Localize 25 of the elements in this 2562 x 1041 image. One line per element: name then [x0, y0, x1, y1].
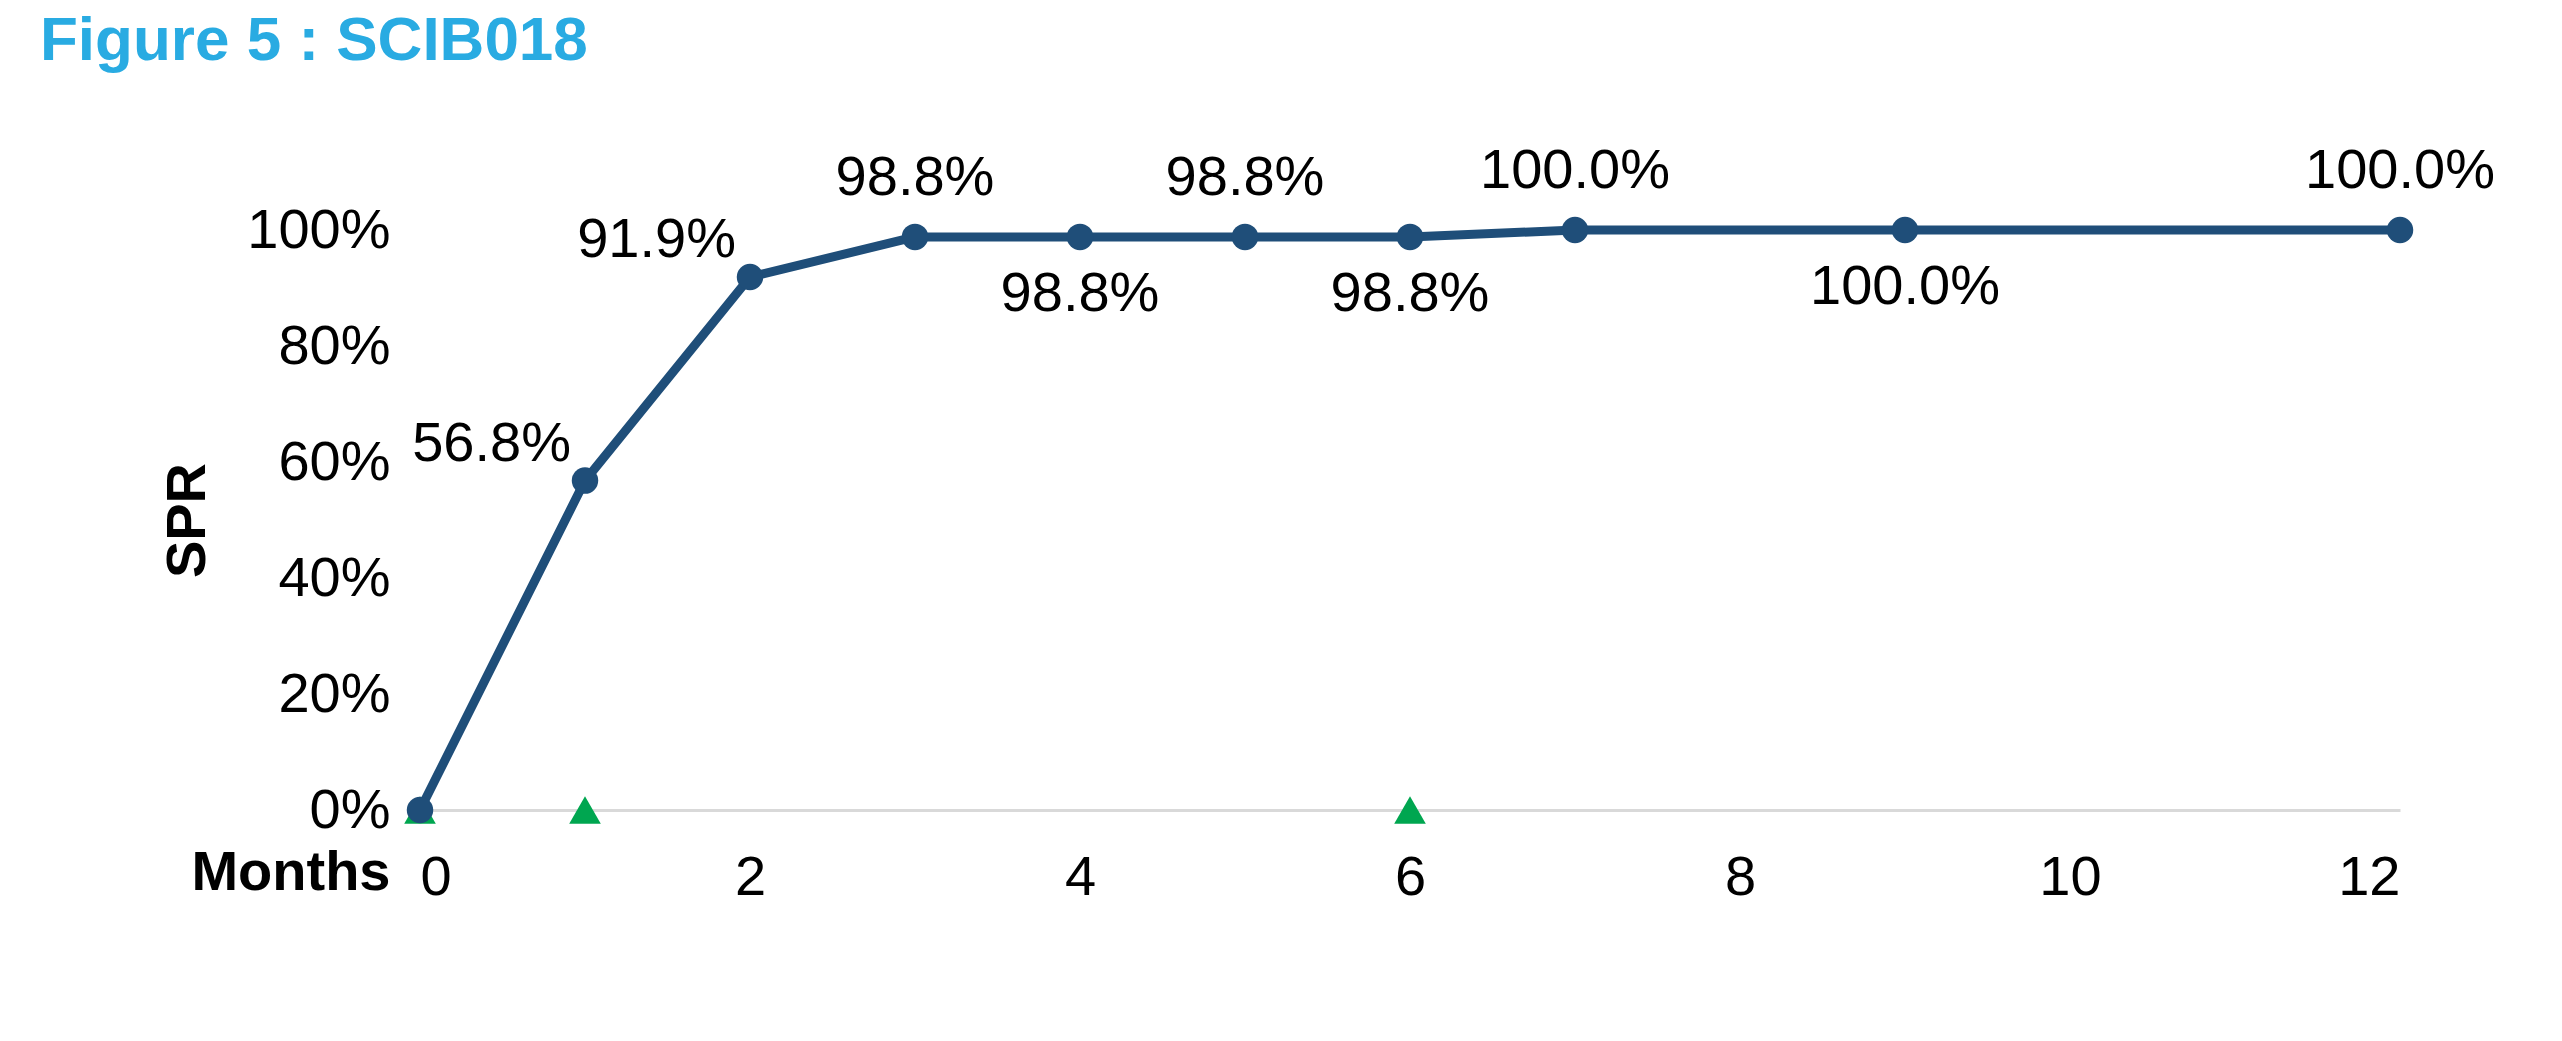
data-label: 98.8% — [1000, 259, 1160, 323]
data-label: 98.8% — [835, 143, 995, 207]
data-label: 98.8% — [1165, 143, 1325, 207]
x-tick-label: 6 — [1394, 843, 1427, 907]
data-label: 100.0% — [2305, 137, 2495, 200]
y-tick-label: 100% — [247, 196, 391, 260]
x-axis-title: Months — [191, 838, 391, 902]
x-tick-label: 12 — [2338, 843, 2401, 907]
y-tick-label: 0% — [309, 776, 391, 840]
y-tick-label: 20% — [278, 660, 391, 724]
y-tick-label: 40% — [278, 544, 391, 608]
data-label: 56.8% — [412, 409, 571, 473]
y-axis-title: SPR — [154, 462, 218, 579]
data-label: 98.8% — [1330, 259, 1490, 323]
x-tick-label: 2 — [734, 843, 767, 907]
data-label: 100.0% — [1810, 253, 2000, 316]
x-tick-label: 4 — [1064, 843, 1097, 907]
data-label: 100.0% — [1480, 137, 1670, 200]
data-label: 91.9% — [577, 205, 736, 269]
y-tick-label: 80% — [278, 312, 391, 376]
x-tick-label: 8 — [1724, 843, 1757, 907]
x-tick-label: 10 — [2039, 843, 2102, 907]
x-tick-label: 0 — [420, 843, 452, 907]
y-tick-label: 60% — [278, 428, 391, 492]
chart-title: Figure 5 : SCIB018 — [40, 4, 588, 73]
